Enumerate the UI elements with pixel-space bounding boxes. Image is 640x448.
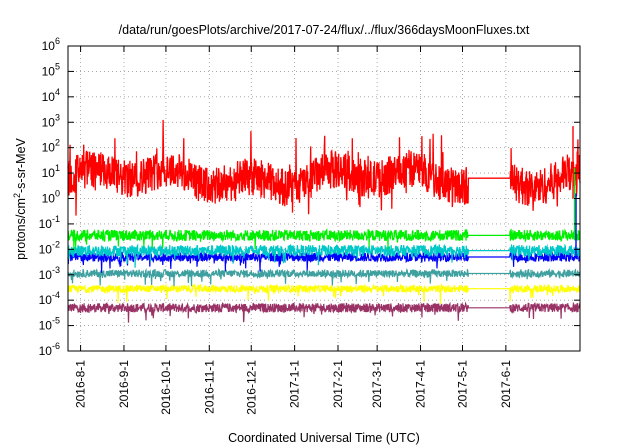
- y-tick-label: 100: [42, 189, 60, 206]
- x-tick-label: 2016-8-1: [74, 360, 88, 408]
- x-tick-label: 2017-2-1: [331, 360, 345, 408]
- x-axis: 2016-8-1 2016-9-1 2016-10-1 2016-11-1 2016-1…: [74, 46, 513, 415]
- x-tick-label: 2016-10-1: [159, 360, 173, 415]
- x-tick-label: 2017-4-1: [414, 360, 428, 408]
- x-axis-label: Coordinated Universal Time (UTC): [228, 431, 420, 445]
- chart-title: /data/run/goesPlots/archive/2017-07-24/f…: [119, 23, 530, 37]
- y-tick-label: 103: [42, 112, 60, 129]
- series-line: [67, 243, 581, 268]
- y-tick-label: 10-3: [39, 265, 60, 282]
- y-tick-label: 10-5: [39, 316, 60, 333]
- series-line: [67, 267, 581, 287]
- y-tick-label: 10-4: [39, 290, 60, 307]
- y-tick-label: 10-2: [39, 239, 60, 256]
- series-line: [67, 250, 581, 273]
- x-tick-label: 2017-5-1: [455, 360, 469, 408]
- x-tick-label: 2017-1-1: [288, 360, 302, 408]
- series-group: [67, 119, 581, 323]
- series-line: [67, 228, 581, 251]
- y-tick-label: 10-1: [39, 214, 60, 231]
- x-tick-label: 2016-9-1: [117, 360, 131, 408]
- y-tick-label: 105: [42, 61, 60, 78]
- y-axis-label: protons/cm2-s-sr-MeV: [12, 137, 28, 259]
- series-line: [67, 301, 581, 323]
- y-tick-label: 106: [42, 36, 60, 53]
- y-tick-label: 101: [42, 163, 60, 180]
- x-tick-label: 2017-6-1: [499, 360, 513, 408]
- x-tick-label: 2017-3-1: [370, 360, 384, 408]
- series-line: [67, 119, 581, 216]
- y-axis: 10-6 10-5 10-4 10-3 10-2 10-1 100 101 102 103 104 1…: [39, 36, 580, 358]
- x-tick-label: 2016-12-1: [244, 360, 258, 415]
- x-tick-label: 2016-11-1: [202, 360, 216, 414]
- y-tick-label: 10-6: [39, 341, 60, 358]
- y-tick-label: 104: [42, 87, 60, 104]
- y-tick-label: 102: [42, 138, 60, 155]
- series-line: [67, 282, 581, 304]
